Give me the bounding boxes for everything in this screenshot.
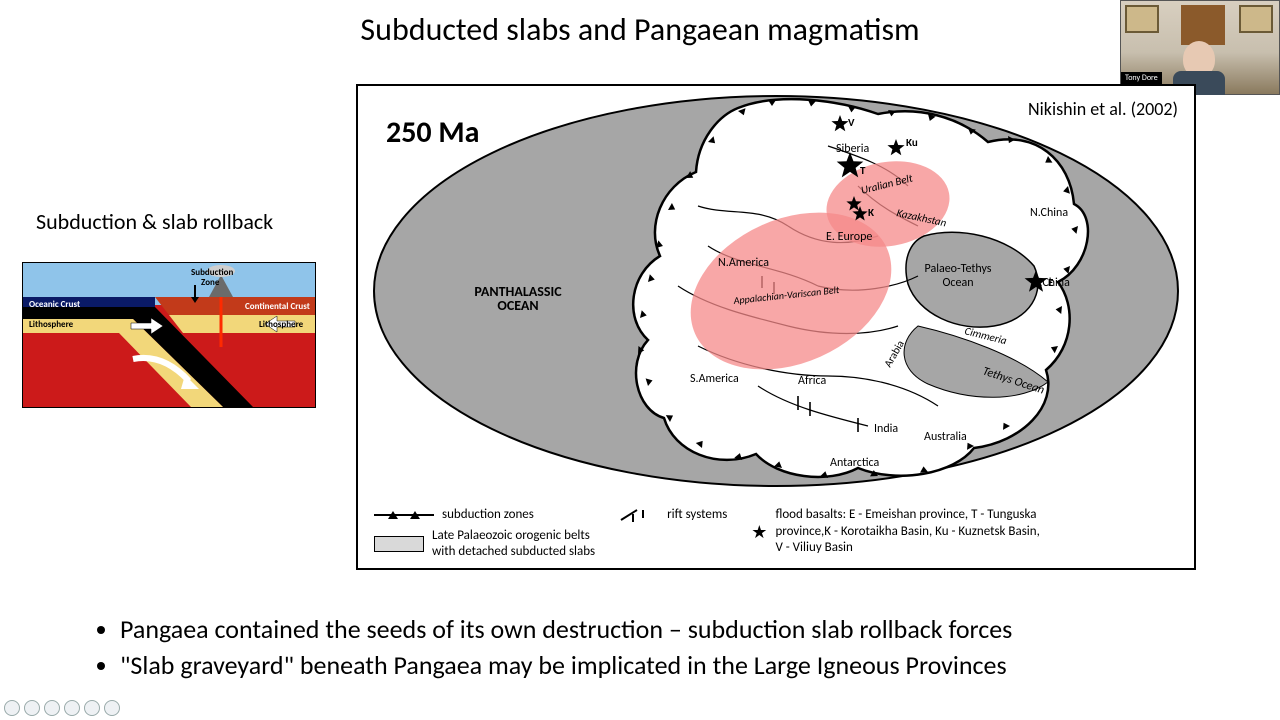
svg-text:E: E bbox=[1048, 276, 1053, 289]
svg-text:Lithosphere: Lithosphere bbox=[259, 319, 304, 330]
svg-text:Siberia: Siberia bbox=[836, 142, 869, 156]
svg-text:Africa: Africa bbox=[798, 374, 827, 388]
legend-subduction-label: subduction zones bbox=[442, 507, 534, 523]
svg-text:Continental Crust: Continental Crust bbox=[245, 301, 310, 312]
subduction-svg: SubductionZoneContinental CrustOceanic C… bbox=[23, 263, 315, 407]
zoom-control-icon[interactable] bbox=[44, 700, 60, 716]
svg-text:OCEAN: OCEAN bbox=[497, 297, 538, 314]
svg-text:V: V bbox=[848, 116, 855, 129]
subduction-diagram: SubductionZoneContinental CrustOceanic C… bbox=[22, 262, 316, 408]
webcam-name-label: Tony Dore bbox=[1121, 72, 1162, 84]
zoom-control-icon[interactable] bbox=[24, 700, 40, 716]
legend-orogenic-symbol bbox=[374, 536, 424, 552]
webcam-bg-frame bbox=[1125, 5, 1159, 33]
pangaea-map-svg: PANTHALASSICOCEANPalaeo-TethysOceanTethy… bbox=[358, 86, 1194, 496]
slide-bullets: Pangaea contained the seeds of its own d… bbox=[96, 612, 1012, 685]
svg-text:E. Europe: E. Europe bbox=[826, 230, 872, 244]
figure-citation: Nikishin et al. (2002) bbox=[1028, 98, 1178, 120]
legend-col-right: ★ flood basalts: E - Emeishan province, … bbox=[751, 507, 1186, 556]
svg-text:Oceanic Crust: Oceanic Crust bbox=[29, 299, 80, 310]
legend-rift-symbol bbox=[619, 508, 659, 522]
svg-text:Ocean: Ocean bbox=[942, 276, 973, 290]
figure-age-label: 250 Ma bbox=[386, 114, 479, 151]
svg-text:T: T bbox=[860, 164, 866, 177]
svg-text:Zone: Zone bbox=[201, 277, 220, 288]
legend-col-left: subduction zones Late Palaeozoic orogeni… bbox=[374, 507, 595, 560]
svg-text:N.China: N.China bbox=[1030, 206, 1068, 220]
legend-flood-basalts: ★ flood basalts: E - Emeishan province, … bbox=[751, 507, 1186, 556]
bullet-2: "Slab graveyard" beneath Pangaea may be … bbox=[120, 648, 1012, 684]
svg-text:India: India bbox=[874, 422, 898, 436]
legend-flood-basalts-label: flood basalts: E - Emeishan province, T … bbox=[775, 507, 1039, 556]
presentation-slide: Subducted slabs and Pangaean magmatism T… bbox=[0, 0, 1280, 720]
legend-star-symbol: ★ bbox=[751, 525, 767, 539]
legend-subduction-symbol bbox=[374, 514, 434, 516]
zoom-control-icon[interactable] bbox=[64, 700, 80, 716]
legend-subduction-zones: subduction zones bbox=[374, 507, 595, 523]
svg-text:Antarctica: Antarctica bbox=[830, 456, 880, 470]
webcam-thumbnail[interactable]: Tony Dore bbox=[1120, 0, 1280, 95]
legend-rift-label: rift systems bbox=[667, 507, 727, 523]
zoom-bottom-controls bbox=[4, 700, 120, 716]
svg-text:K: K bbox=[868, 206, 874, 219]
pangaea-map-figure: Nikishin et al. (2002) 250 Ma PANTHALASS… bbox=[356, 84, 1196, 570]
svg-text:Australia: Australia bbox=[924, 430, 967, 444]
svg-text:S.America: S.America bbox=[690, 372, 739, 386]
svg-text:Ku: Ku bbox=[906, 136, 918, 149]
svg-text:Lithosphere: Lithosphere bbox=[29, 319, 74, 330]
webcam-bg-frame2 bbox=[1239, 5, 1273, 33]
legend-rift-systems: rift systems bbox=[619, 507, 727, 523]
zoom-control-icon[interactable] bbox=[84, 700, 100, 716]
legend-orogenic-belts: Late Palaeozoic orogenic belts with deta… bbox=[374, 528, 595, 561]
slide-title: Subducted slabs and Pangaean magmatism bbox=[0, 10, 1280, 49]
bullet-1: Pangaea contained the seeds of its own d… bbox=[120, 612, 1012, 648]
webcam-bg-shelf bbox=[1181, 5, 1225, 45]
svg-text:N.America: N.America bbox=[718, 256, 769, 270]
zoom-control-icon[interactable] bbox=[4, 700, 20, 716]
legend-col-mid: rift systems bbox=[619, 507, 727, 523]
zoom-control-icon[interactable] bbox=[104, 700, 120, 716]
left-diagram-caption: Subduction & slab rollback bbox=[36, 208, 273, 235]
svg-text:Palaeo-Tethys: Palaeo-Tethys bbox=[925, 262, 992, 276]
legend-orogenic-label: Late Palaeozoic orogenic belts with deta… bbox=[432, 528, 595, 561]
figure-legend: subduction zones Late Palaeozoic orogeni… bbox=[374, 507, 1186, 560]
